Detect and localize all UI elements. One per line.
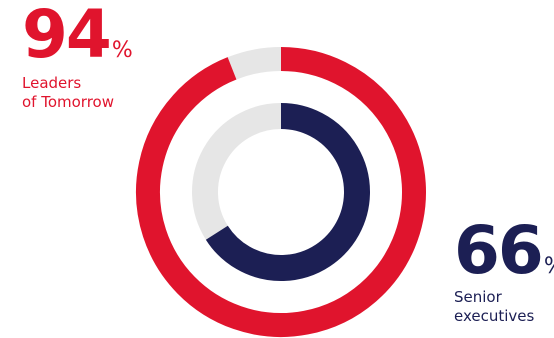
- stat-senior-value: 66: [454, 212, 542, 289]
- inner-ring: [205, 116, 357, 268]
- stat-leaders-label: Leaders of Tomorrow: [22, 74, 162, 112]
- outer-ring: [148, 59, 414, 325]
- stat-leaders-label-line-2: of Tomorrow: [22, 93, 162, 112]
- stat-leaders-unit: %: [112, 38, 133, 63]
- stat-leaders-value: 94: [22, 0, 110, 73]
- stat-senior-label-line-2: executives: [454, 307, 554, 326]
- stat-senior-unit: %: [544, 254, 554, 279]
- inner-ring-track: [205, 116, 281, 233]
- stat-leaders-of-tomorrow: 94% Leaders of Tomorrow: [22, 2, 162, 112]
- stat-leaders-label-line-1: Leaders: [22, 74, 162, 93]
- outer-ring-track: [232, 59, 281, 68]
- stat-senior-label-line-1: Senior: [454, 288, 554, 307]
- outer-ring-value-arc: [148, 59, 414, 325]
- stat-senior-executives: 66% Senior executives: [454, 218, 554, 326]
- stat-senior-label: Senior executives: [454, 288, 554, 326]
